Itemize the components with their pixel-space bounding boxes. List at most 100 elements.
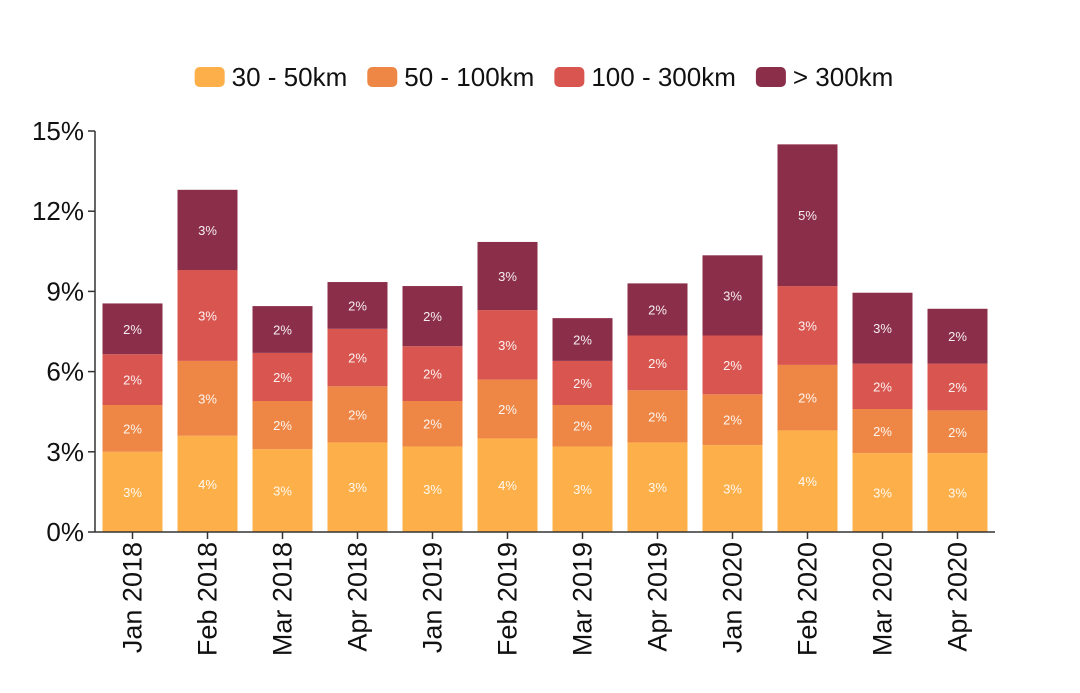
bar-segment — [702, 335, 763, 395]
bar-data-label: 5% — [798, 208, 817, 223]
bar-segment — [777, 286, 838, 365]
bar-segment — [852, 453, 913, 532]
bar-data-label: 3% — [573, 482, 592, 497]
bar-data-label: 2% — [273, 370, 292, 385]
bar-stack: 3% 2% 2% 2% — [552, 318, 613, 532]
bar-stack: 3% 2% 2% 2% — [102, 303, 163, 532]
bar-stack: 3% 2% 2% 3% — [852, 292, 913, 532]
legend-swatch — [755, 67, 786, 87]
x-tick-label: Apr 2018 — [343, 542, 373, 652]
bar-segment — [927, 308, 988, 364]
x-tick-label: Apr 2019 — [643, 542, 673, 652]
bar-data-label: 2% — [123, 322, 142, 337]
bar-data-label: 2% — [873, 379, 892, 394]
y-tick-label: 3% — [46, 437, 84, 467]
bar-stack: 3% 2% 2% 2% — [627, 283, 688, 532]
legend-label: > 300km — [793, 62, 893, 92]
bar-data-label: 3% — [198, 308, 217, 323]
bar-data-label: 2% — [948, 380, 967, 395]
bar-segment — [852, 292, 913, 364]
bar-data-label: 2% — [573, 333, 592, 348]
bar-data-label: 2% — [348, 407, 367, 422]
bar-segment — [927, 363, 988, 411]
legend-item: 50 - 100km — [367, 62, 534, 92]
x-tick-label: Feb 2020 — [793, 542, 823, 656]
bar-segment — [477, 241, 538, 311]
bar-segment — [102, 354, 163, 406]
y-axis: 0% 3% 6% 9% 12% 15% — [32, 116, 96, 547]
bar-data-label: 3% — [198, 391, 217, 406]
bar-segment — [402, 401, 463, 447]
x-axis: Jan 2018 Feb 2018 Mar 2018 Apr 2018 Jan 2019… — [95, 531, 995, 656]
x-tick-label: Jan 2019 — [418, 542, 448, 653]
bar-segment — [777, 144, 838, 287]
bar-data-label: 3% — [348, 480, 367, 495]
bar-data-label: 2% — [948, 329, 967, 344]
bar-segment — [327, 386, 388, 443]
bars: 3% 2% 2% 2% 4% 3% 3% 3% 3% 2% 2% 2% 3% 2% 2% 2% 3% 2% 2% 2%… — [102, 144, 988, 532]
bar-segment — [102, 451, 163, 532]
bar-data-label: 3% — [948, 486, 967, 501]
bar-segment — [252, 401, 313, 450]
x-tick-label: Mar 2018 — [268, 542, 298, 656]
bar-segment — [552, 405, 613, 447]
legend-label: 50 - 100km — [404, 62, 534, 92]
bar-data-label: 3% — [423, 482, 442, 497]
bar-segment — [177, 435, 238, 532]
bar-segment — [552, 446, 613, 532]
bar-data-label: 4% — [498, 478, 517, 493]
bar-segment — [627, 442, 688, 532]
bar-data-label: 2% — [348, 298, 367, 313]
bar-stack: 3% 2% 2% 2% — [927, 308, 988, 532]
bar-segment — [402, 446, 463, 532]
bar-segment — [702, 394, 763, 446]
bar-segment — [852, 409, 913, 454]
bar-data-label: 2% — [123, 421, 142, 436]
bar-data-label: 3% — [498, 338, 517, 353]
bar-data-label: 2% — [573, 419, 592, 434]
legend-swatch — [367, 67, 398, 87]
bar-data-label: 3% — [873, 321, 892, 336]
bar-segment — [327, 328, 388, 387]
bar-data-label: 2% — [723, 358, 742, 373]
bar-segment — [477, 438, 538, 532]
bar-stack: 3% 2% 2% 2% — [402, 286, 463, 532]
bar-data-label: 3% — [723, 482, 742, 497]
bar-data-label: 2% — [573, 376, 592, 391]
x-tick-label: Feb 2019 — [493, 542, 523, 656]
bar-segment — [552, 318, 613, 361]
bar-segment — [702, 445, 763, 532]
bar-data-label: 2% — [273, 418, 292, 433]
bar-segment — [777, 364, 838, 431]
bar-segment — [477, 310, 538, 380]
bar-segment — [177, 270, 238, 361]
x-tick-label: Apr 2020 — [943, 542, 973, 652]
bar-segment — [252, 306, 313, 353]
legend-item: > 300km — [755, 62, 893, 92]
legend-item: 100 - 300km — [554, 62, 736, 92]
bar-segment — [627, 335, 688, 391]
bar-segment — [102, 405, 163, 452]
bar-segment — [852, 363, 913, 410]
legend-label: 30 - 50km — [232, 62, 348, 92]
bar-data-label: 4% — [198, 477, 217, 492]
bar-data-label: 3% — [198, 223, 217, 238]
bar-data-label: 4% — [798, 474, 817, 489]
bar-data-label: 3% — [498, 269, 517, 284]
bar-data-label: 2% — [423, 309, 442, 324]
bar-segment — [402, 346, 463, 402]
legend-label: 100 - 300km — [591, 62, 736, 92]
x-tick-label: Mar 2019 — [568, 542, 598, 656]
bar-segment — [927, 453, 988, 532]
bar-segment — [402, 286, 463, 347]
bar-data-label: 3% — [123, 485, 142, 500]
y-tick-label: 9% — [46, 276, 84, 306]
legend: 30 - 50km 50 - 100km 100 - 300km > 300km — [194, 62, 893, 92]
bar-segment — [477, 379, 538, 439]
bar-data-label: 3% — [648, 480, 667, 495]
bar-segment — [927, 410, 988, 454]
bar-data-label: 2% — [273, 322, 292, 337]
bar-stack: 4% 2% 3% 3% — [477, 241, 538, 532]
